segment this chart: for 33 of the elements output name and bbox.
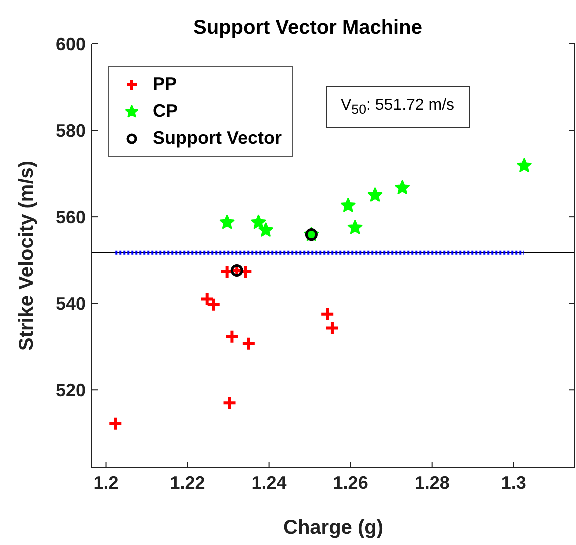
point (340, 198, 356, 212)
annotation: V$_{50}$: 551.72 m/s (326, 86, 470, 128)
point (241, 336, 256, 352)
y-axis-title: Strike Velocity (m/s) (16, 160, 38, 352)
x-tick-label: 1.2 (94, 472, 119, 493)
x-tick-label: 1.3 (501, 472, 526, 493)
point (251, 214, 266, 230)
point (324, 320, 340, 336)
x-tick-label: 1.22 (170, 472, 206, 493)
point (320, 306, 336, 322)
point (395, 180, 410, 194)
chart-title: Support Vector Machine (194, 17, 422, 39)
x-tick-label: 1.28 (414, 472, 450, 493)
legend-label: CP (153, 101, 178, 122)
x-tick-label: 1.24 (252, 472, 287, 493)
point (224, 329, 240, 344)
x-tick-label: 1.26 (333, 472, 368, 493)
legend-label: Support Vector (153, 128, 282, 149)
y-tick-label: 540 (56, 294, 86, 314)
point (220, 214, 235, 230)
point (348, 220, 363, 234)
y-tick-label: 580 (56, 120, 86, 141)
point (258, 222, 274, 237)
point (222, 396, 238, 411)
y-tick-label: 600 (56, 34, 86, 54)
legend-label: PP (153, 74, 178, 95)
point (368, 188, 383, 202)
y-tick-label: 520 (56, 380, 86, 401)
x-axis-title: Charge (g) (284, 517, 384, 539)
point (238, 264, 254, 280)
y-tick-label: 560 (56, 207, 86, 228)
point (517, 158, 532, 172)
point (108, 416, 124, 432)
